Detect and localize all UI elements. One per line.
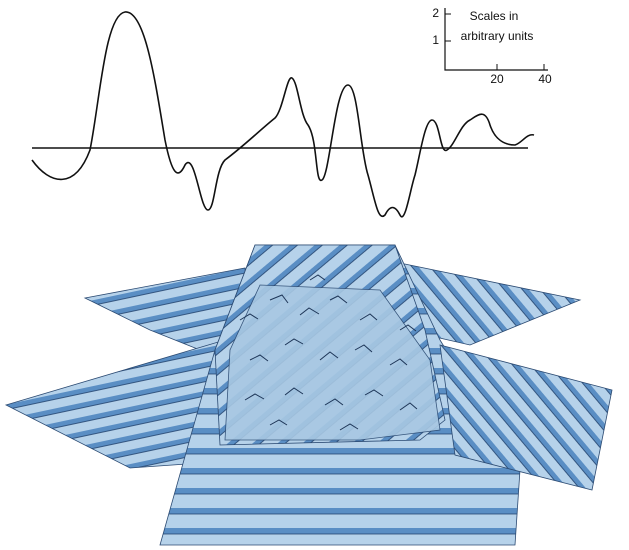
surface-right-front <box>439 344 613 491</box>
interference-zone <box>224 284 441 441</box>
scale-inset: 2 1 20 40 Scales in arbitrary units <box>432 6 552 86</box>
wave-profile <box>31 11 535 218</box>
scale-y-label: 1 <box>432 33 439 47</box>
scale-title: arbitrary units <box>461 29 534 43</box>
scale-x-label: 20 <box>490 72 504 86</box>
scale-title: Scales in <box>470 9 519 23</box>
interference-crests <box>239 274 418 431</box>
scale-y-label: 2 <box>432 6 439 20</box>
wave-curve <box>31 11 535 218</box>
wave-surfaces <box>4 244 613 546</box>
scale-x-label: 40 <box>538 72 552 86</box>
scale-axes <box>444 8 548 71</box>
